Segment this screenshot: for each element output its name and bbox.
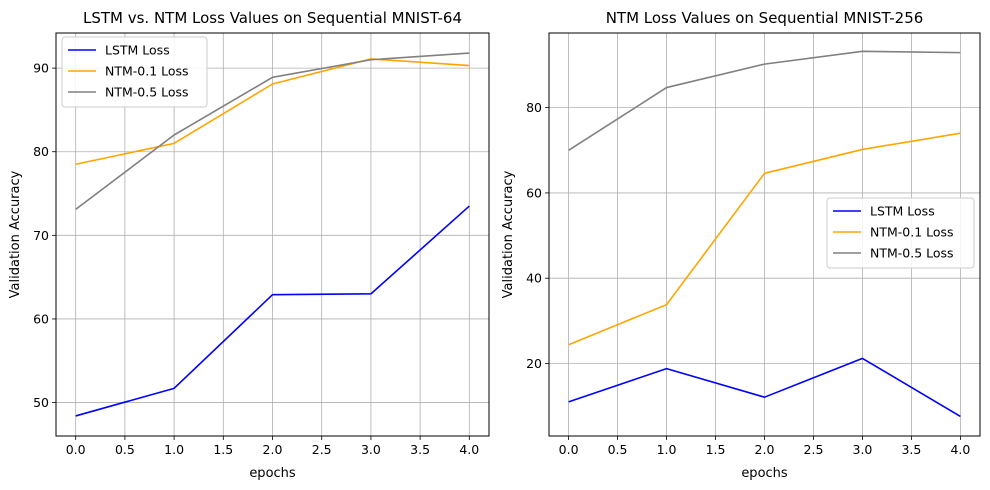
x-tick-label: 4.0 [459,442,479,457]
legend-box [826,197,975,269]
legend: LSTM Loss NTM-0.1 Loss NTM-0.5 Loss [61,36,208,108]
x-tick-label: 2.5 [312,442,332,457]
x-tick-label: 4.0 [950,442,970,457]
chart-title: LSTM vs. NTM Loss Values on Sequential M… [83,9,462,27]
legend-label-1: LSTM Loss [105,43,170,58]
x-tick-label: 0.5 [608,442,628,457]
y-tick-label: 60 [33,311,49,326]
x-tick-label: 1.0 [164,442,184,457]
x-tick-label: 1.0 [657,442,677,457]
y-tick-label: 20 [526,356,542,371]
y-tick-label: 90 [33,61,49,76]
legend-label-3: NTM-0.5 Loss [105,85,189,100]
legend-box [61,36,208,108]
series-line-2 [568,132,961,346]
y-tick-label: 80 [33,144,49,159]
y-tick-label: 70 [33,228,49,243]
x-tick-label: 0.5 [115,442,135,457]
legend-label-2: NTM-0.1 Loss [105,64,189,79]
chart-left: 0.0 0.5 1.0 1.5 2.0 2.5 3.0 3.5 4.0 50 60 70 80 90 LST… [8,9,490,481]
legend: LSTM Loss NTM-0.1 Loss NTM-0.5 Loss [826,197,975,269]
x-tick-label: 3.0 [853,442,873,457]
legend-label-2: NTM-0.1 Loss [870,225,954,240]
x-axis-label: epochs [249,466,296,481]
series-line-2 [75,58,470,166]
chart-title: NTM Loss Values on Sequential MNIST-256 [606,9,924,27]
y-axis-label: Validation Accuracy [8,170,23,298]
x-tick-label: 2.0 [263,442,283,457]
x-tick-label: 0.0 [66,442,86,457]
x-tick-label: 2.0 [755,442,775,457]
series-line-3 [568,50,961,151]
x-tick-label: 2.5 [804,442,824,457]
legend-label-1: LSTM Loss [870,204,935,219]
x-tick-label: 1.5 [213,442,233,457]
y-tick-label: 40 [526,271,542,286]
x-axis-label: epochs [741,466,788,481]
y-axis-label: Validation Accuracy [501,170,516,298]
x-tick-label: 0.0 [559,442,579,457]
series-line-1 [568,357,961,418]
legend-label-3: NTM-0.5 Loss [870,246,954,261]
series-line-3 [75,52,470,211]
x-tick-label: 3.5 [901,442,921,457]
chart-right: 0.0 0.5 1.0 1.5 2.0 2.5 3.0 3.5 4.0 20 40 60 80 NTM L… [501,9,981,481]
x-tick-label: 3.0 [361,442,381,457]
x-tick-label: 1.5 [706,442,726,457]
series-line-1 [75,205,470,417]
x-tick-label: 3.5 [410,442,430,457]
y-tick-label: 60 [526,185,542,200]
y-tick-label: 80 [526,100,542,115]
y-tick-label: 50 [33,395,49,410]
